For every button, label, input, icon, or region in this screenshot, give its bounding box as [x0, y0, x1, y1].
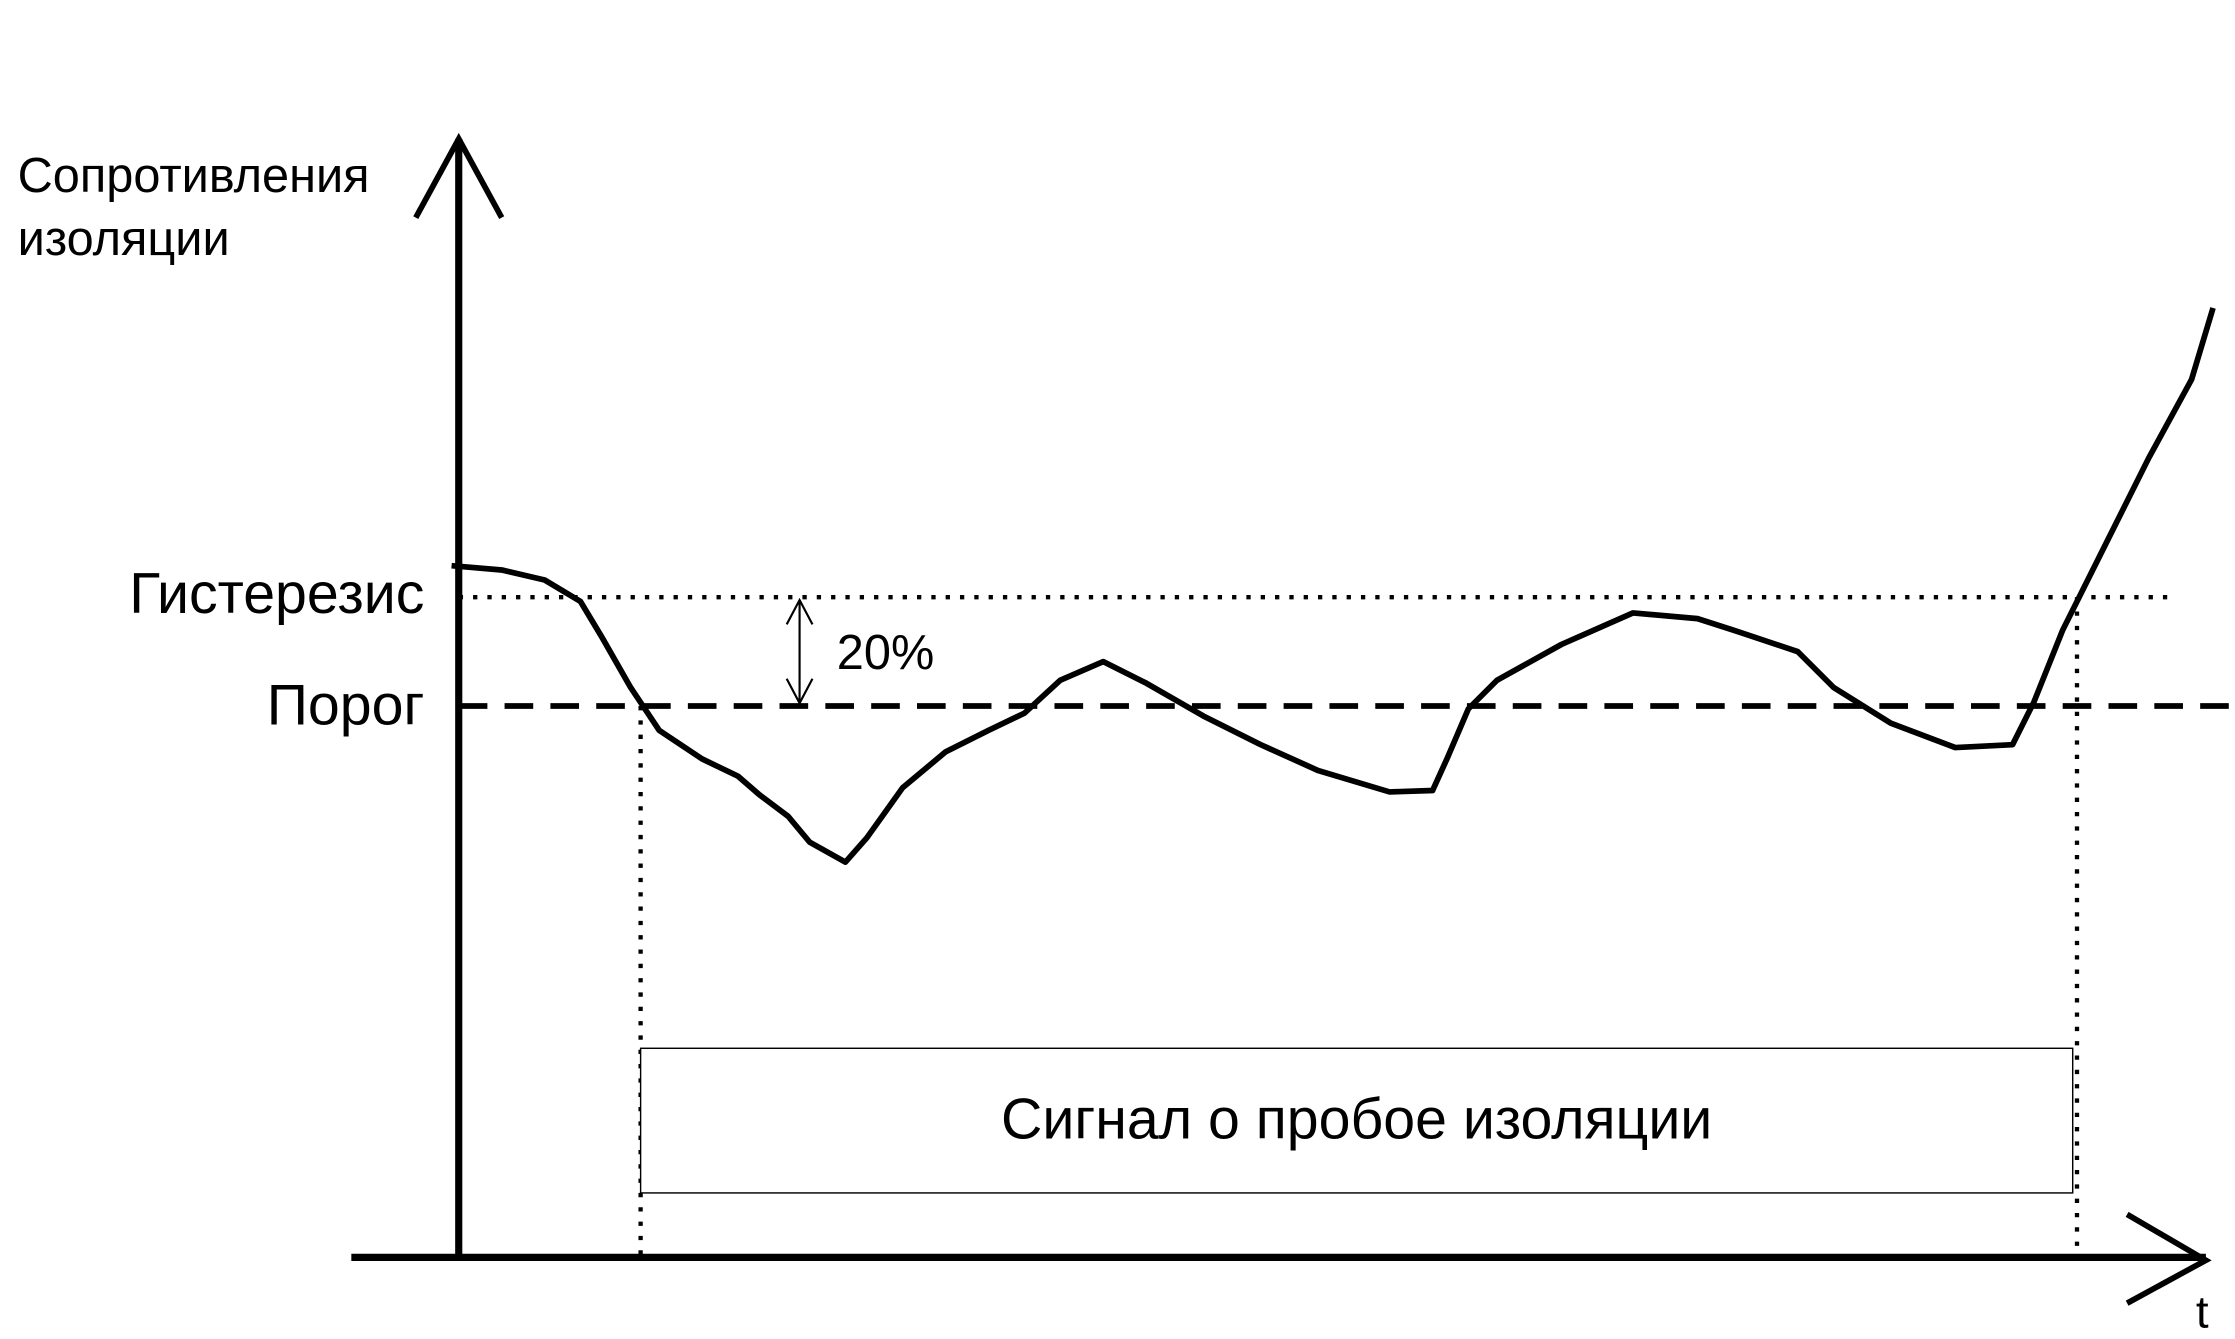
percent-arrow-head: [785, 678, 814, 706]
y-axis-arrow: [413, 132, 505, 220]
percent-arrow-head: [785, 597, 814, 625]
signal-box: [639, 1047, 2074, 1194]
hysteresis-label: Гистерезис: [129, 562, 424, 626]
resistance-curve: [451, 307, 2216, 865]
threshold-label: Порог: [267, 674, 425, 738]
x-axis-label: t: [2196, 1287, 2209, 1338]
y-axis-label: Сопротивления: [18, 149, 370, 203]
hysteresis-percent: 20%: [837, 626, 934, 680]
x-axis-arrow: [2125, 1211, 2212, 1306]
signal-box-label: Сигнал о пробое изоляции: [1001, 1088, 1712, 1152]
y-axis-label: изоляции: [18, 212, 230, 266]
